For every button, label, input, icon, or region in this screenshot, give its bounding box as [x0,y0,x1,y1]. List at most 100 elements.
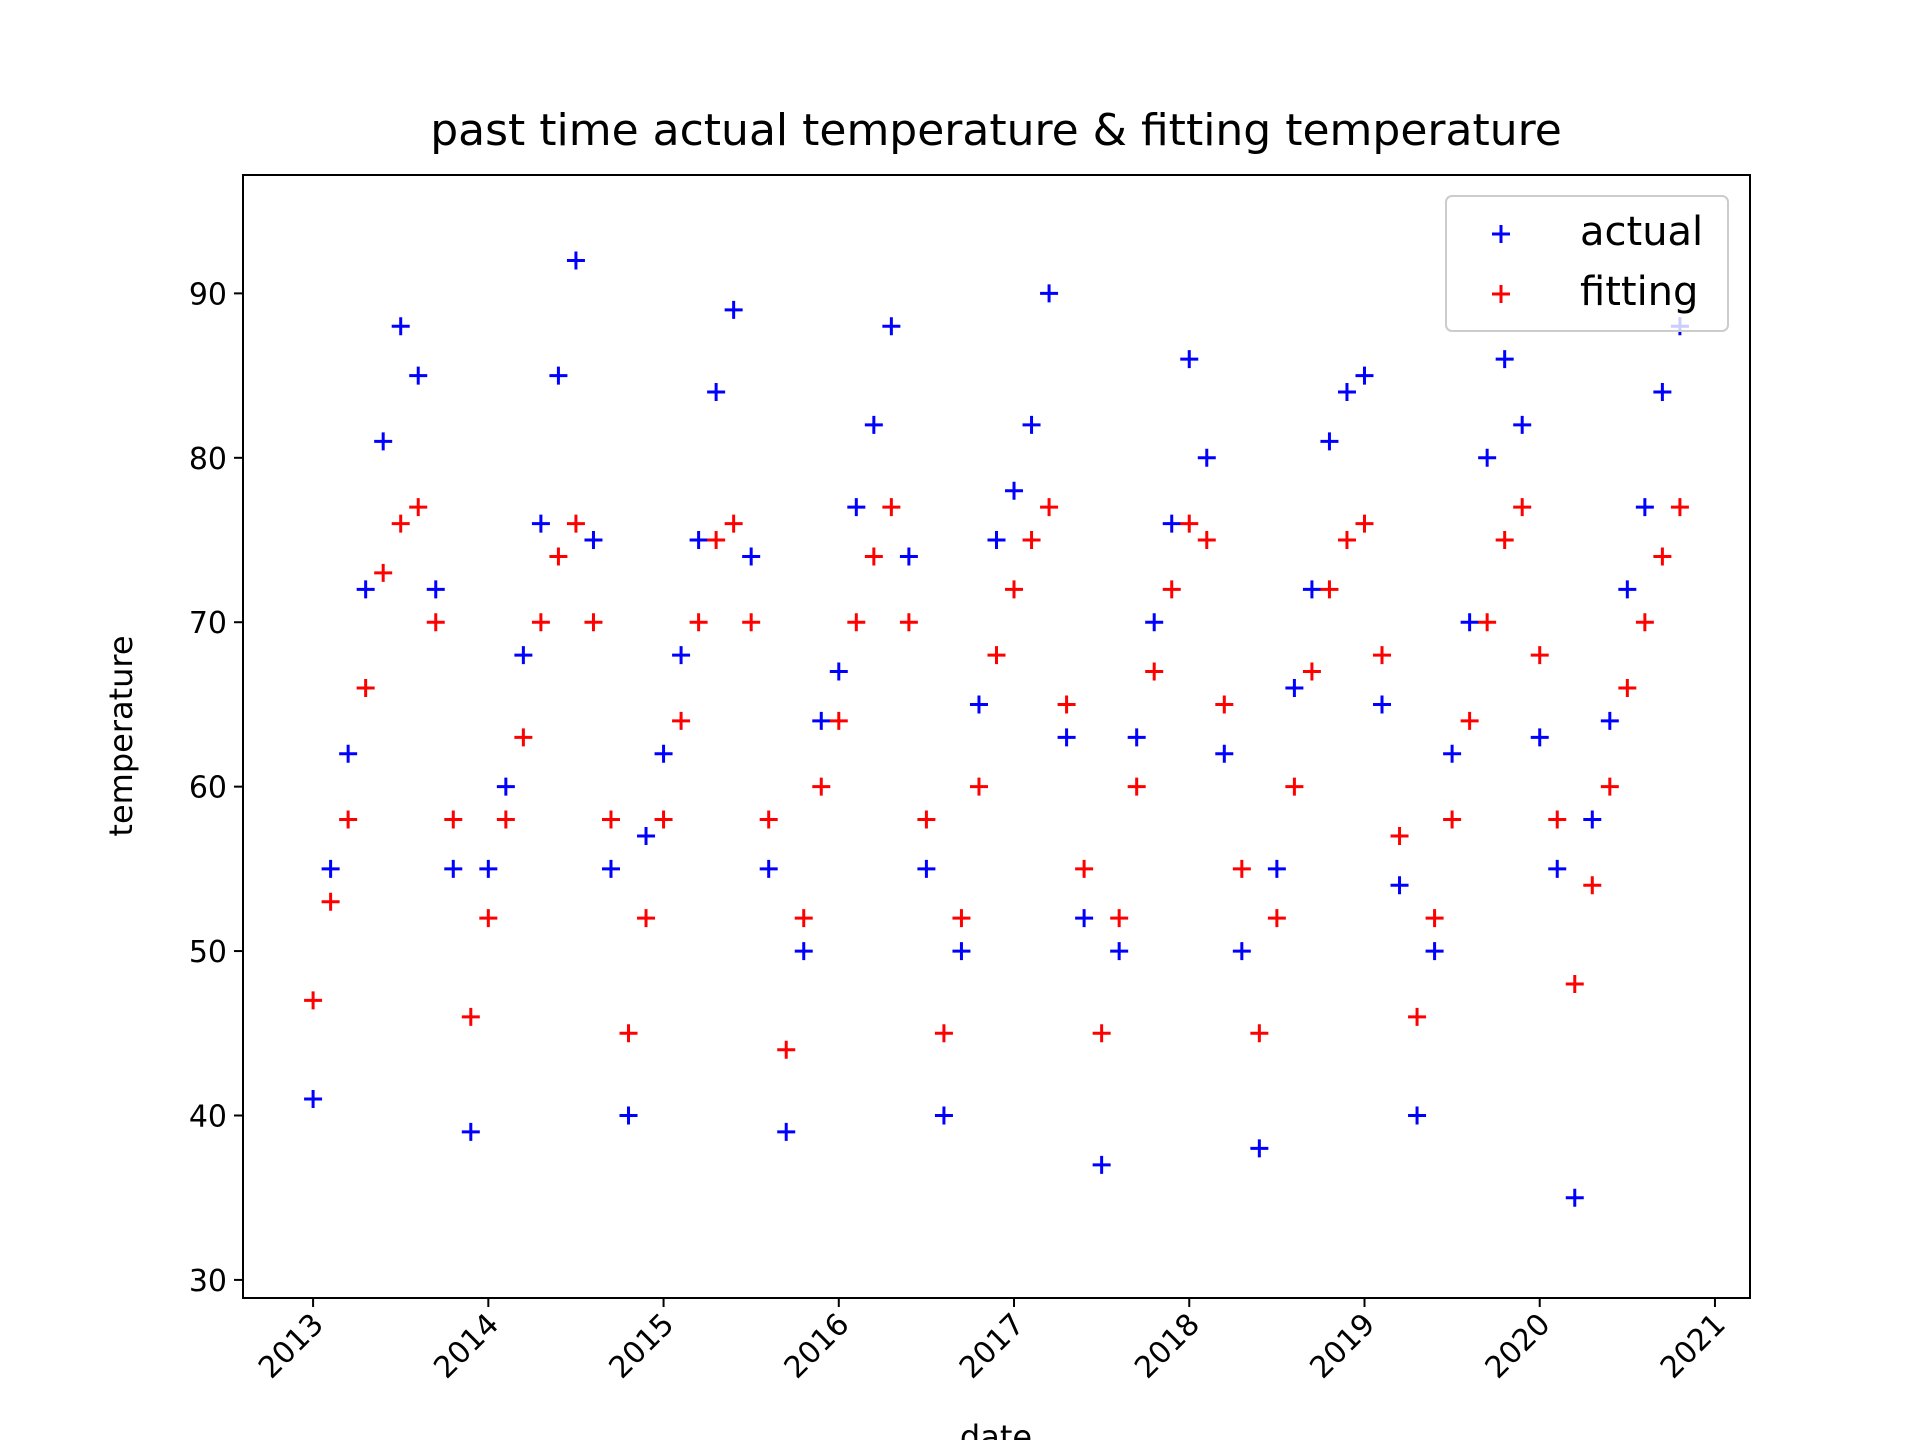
point [1057,728,1076,747]
point [1583,810,1602,829]
y-tick-label: 50 [189,935,227,970]
point [1022,531,1041,550]
point [356,678,375,697]
point [444,859,463,878]
point [1110,909,1129,928]
point [619,1106,638,1125]
point [689,613,708,632]
point [1337,531,1356,550]
point [794,942,813,961]
point [1302,580,1321,599]
point [339,810,358,829]
point [1162,514,1181,533]
point [1653,547,1672,566]
point [1495,531,1514,550]
point [1443,744,1462,763]
point [987,531,1006,550]
point [1373,695,1392,714]
point [1565,1188,1584,1207]
point [1145,613,1164,632]
point [1548,810,1567,829]
point [374,432,393,451]
point [654,810,673,829]
point [1355,514,1374,533]
point [601,810,620,829]
point [637,909,656,928]
point [1320,432,1339,451]
x-tick-label: 2017 [953,1307,1032,1386]
point [1565,974,1584,993]
point [882,498,901,517]
point [864,415,883,434]
point [724,514,743,533]
point [812,711,831,730]
point [934,1024,953,1043]
series [304,251,1689,1207]
point [1530,646,1549,665]
point [1145,662,1164,681]
point [672,711,691,730]
point [1180,350,1199,369]
x-tick-label: 2014 [427,1307,506,1386]
point [1250,1139,1269,1158]
x-tick-label: 2013 [252,1307,331,1386]
point [1618,580,1637,599]
point [601,859,620,878]
point [479,859,498,878]
point [1180,514,1199,533]
y-tick-label: 90 [189,277,227,312]
point [654,744,673,763]
point [952,909,971,928]
point [1337,383,1356,402]
point [1600,777,1619,796]
point [794,909,813,928]
y-tick-label: 60 [189,771,227,806]
point [934,1106,953,1125]
point [566,251,585,270]
point [531,613,550,632]
point [1092,1024,1111,1043]
point [409,366,428,385]
point [356,580,375,599]
point [1320,580,1339,599]
point [1040,284,1059,303]
y-tick-label: 80 [189,442,227,477]
point [514,646,533,665]
point [829,662,848,681]
point [1162,580,1181,599]
point [566,514,585,533]
x-tick-label: 2015 [602,1307,681,1386]
point [321,859,340,878]
point [1373,646,1392,665]
point [1670,498,1689,517]
point [1127,728,1146,747]
x-tick-label: 2020 [1479,1307,1558,1386]
point [1653,383,1672,402]
point [1425,942,1444,961]
point [1390,826,1409,845]
point [1302,662,1321,681]
point [426,613,445,632]
point [1355,366,1374,385]
point [549,366,568,385]
y-tick-label: 30 [189,1264,227,1299]
point [864,547,883,566]
point [1005,580,1024,599]
point [1408,1007,1427,1026]
point [1110,942,1129,961]
point [339,744,358,763]
point [1127,777,1146,796]
point [1232,942,1251,961]
point [1215,695,1234,714]
chart-title: past time actual temperature & fitting t… [430,105,1562,156]
point [374,563,393,582]
point [1635,613,1654,632]
point [952,942,971,961]
point [759,810,778,829]
point [514,728,533,747]
point [321,892,340,911]
point [391,317,410,336]
point [549,547,568,566]
point [479,909,498,928]
